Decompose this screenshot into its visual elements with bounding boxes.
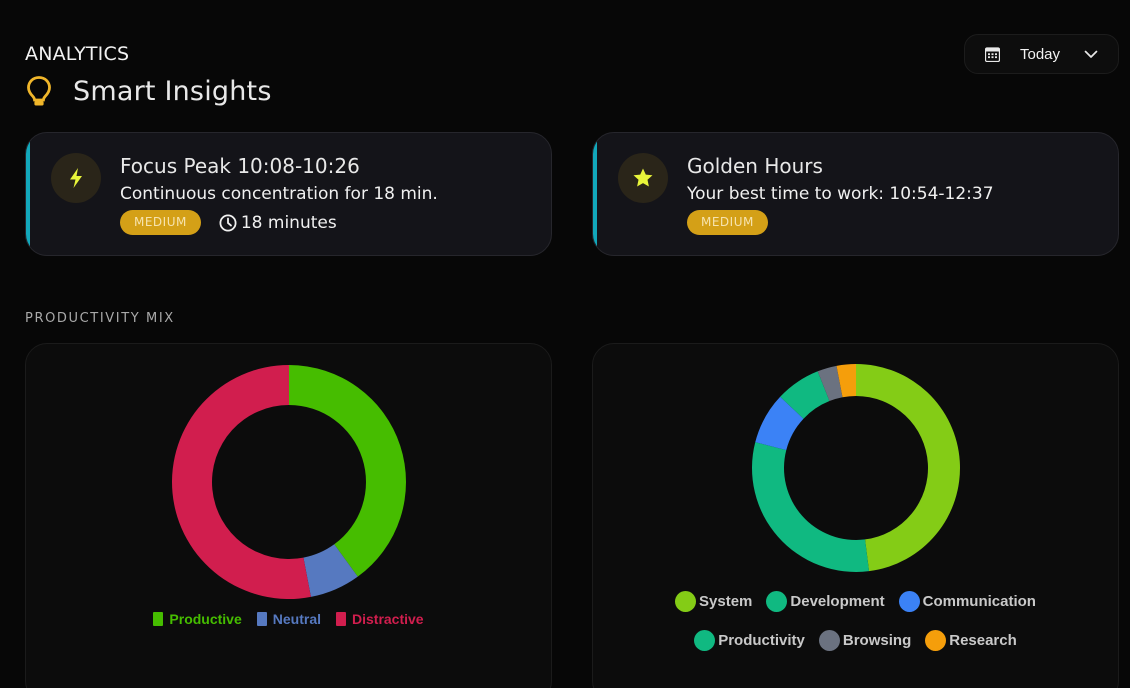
chevron-down-icon — [1084, 50, 1098, 59]
lightning-icon — [51, 153, 101, 203]
legend-label: Research — [949, 632, 1017, 649]
legend-item-system[interactable]: System — [675, 591, 752, 612]
donut-segment-system[interactable] — [856, 364, 960, 572]
legend-item-communication[interactable]: Communication — [898, 591, 1036, 612]
legend-item-distractive[interactable]: Distractive — [336, 611, 424, 627]
lightbulb-icon — [25, 74, 53, 108]
legend-row: System Development Communication — [593, 591, 1118, 612]
legend-swatch — [256, 612, 267, 626]
level-badge: MEDIUM — [120, 210, 201, 235]
legend-swatch — [153, 612, 164, 626]
duration-value: 18 minutes — [240, 212, 337, 233]
page-title-row: Smart Insights — [25, 74, 272, 108]
section-label: ANALYTICS — [25, 43, 130, 65]
legend-dot — [766, 591, 788, 612]
legend-label: Distractive — [352, 611, 424, 627]
legend-dot — [694, 630, 716, 651]
insight-description: Your best time to work: 10:54-12:37 — [687, 184, 994, 204]
insight-card-focus-peak[interactable]: Focus Peak 10:08-10:26 Continuous concen… — [25, 132, 552, 256]
insight-title: Golden Hours — [687, 154, 823, 178]
legend-item-browsing[interactable]: Browsing — [818, 630, 912, 651]
legend-row: Productivity Browsing Research — [593, 630, 1118, 651]
legend-dot — [925, 630, 947, 651]
duration: 18 minutes — [219, 213, 337, 233]
legend-label: System — [699, 593, 753, 610]
category-chart-card: System Development Communication Productivi… — [592, 343, 1119, 688]
legend-label: Neutral — [272, 611, 321, 627]
clock-icon — [219, 214, 237, 232]
legend-item-development[interactable]: Development — [766, 591, 885, 612]
date-range-dropdown[interactable]: Today — [964, 34, 1119, 74]
legend-label: Browsing — [842, 632, 912, 649]
date-range-value: Today — [1020, 45, 1061, 63]
donut-segment-browsing[interactable] — [817, 365, 843, 402]
calendar-icon — [985, 46, 1000, 62]
category-donut-chart[interactable] — [748, 360, 964, 576]
donut-segment-productive[interactable] — [289, 365, 406, 577]
legend-label: Productive — [169, 611, 242, 627]
category-legend: System Development Communication Productivi… — [593, 591, 1118, 669]
legend-item-productivity[interactable]: Productivity — [694, 630, 805, 651]
donut-segment-development[interactable] — [752, 442, 870, 572]
productivity-donut-chart[interactable] — [169, 362, 409, 602]
level-badge: MEDIUM — [687, 210, 768, 235]
legend-label: Communication — [922, 593, 1036, 610]
legend-swatch — [336, 612, 346, 626]
donut-segment-research[interactable] — [836, 364, 856, 398]
productivity-mix-label: PRODUCTIVITY MIX — [25, 311, 175, 326]
donut-segment-productivity[interactable] — [780, 371, 830, 419]
star-icon — [618, 153, 668, 203]
legend-item-productive[interactable]: Productive — [153, 611, 242, 627]
legend-dot — [818, 630, 840, 651]
legend-item-research[interactable]: Research — [925, 630, 1017, 651]
insight-card-golden-hours[interactable]: Golden Hours Your best time to work: 10:… — [592, 132, 1119, 256]
legend-dot — [898, 591, 920, 612]
legend-label: Development — [790, 593, 885, 610]
page-title: Smart Insights — [73, 75, 272, 107]
productivity-legend: Productive Neutral Distractive — [26, 611, 551, 627]
insight-description: Continuous concentration for 18 min. — [120, 184, 438, 204]
legend-dot — [675, 591, 697, 612]
donut-segment-distractive[interactable] — [172, 365, 311, 599]
insight-title: Focus Peak 10:08-10:26 — [120, 154, 360, 178]
donut-segment-neutral[interactable] — [303, 544, 358, 597]
legend-item-neutral[interactable]: Neutral — [256, 611, 321, 627]
legend-label: Productivity — [718, 632, 805, 649]
donut-segment-communication[interactable] — [755, 396, 804, 451]
productivity-mix-chart-card: Productive Neutral Distractive — [25, 343, 552, 688]
